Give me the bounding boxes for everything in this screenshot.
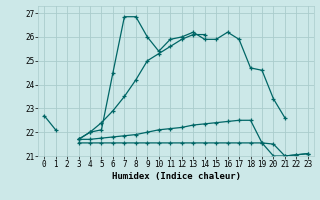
X-axis label: Humidex (Indice chaleur): Humidex (Indice chaleur) (111, 172, 241, 181)
